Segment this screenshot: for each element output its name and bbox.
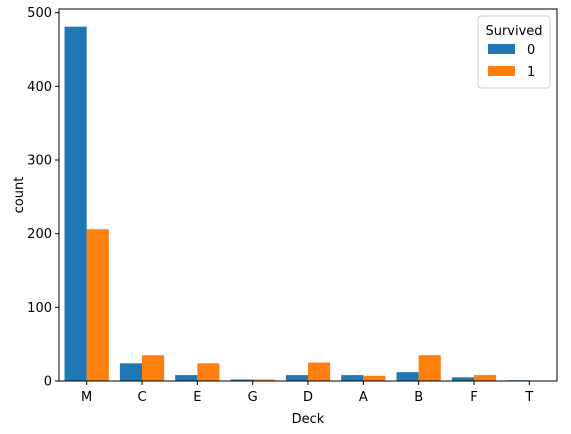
- bar-D-survived-1: [308, 362, 331, 381]
- x-tick-label: M: [81, 390, 92, 405]
- x-tick-label: G: [248, 390, 258, 405]
- y-tick-label: 400: [27, 80, 52, 95]
- x-tick-label: B: [414, 390, 423, 405]
- y-axis: 0 100 200 300 400 500: [27, 6, 59, 390]
- x-tick-label: E: [193, 390, 201, 405]
- x-tick-label: T: [524, 390, 533, 405]
- x-tick-label: C: [137, 390, 146, 405]
- bar-C-survived-1: [142, 355, 165, 381]
- bar-B-survived-1: [418, 355, 441, 381]
- y-tick-label: 200: [27, 227, 52, 242]
- x-tick-label: A: [359, 390, 368, 405]
- bar-F-survived-0: [451, 377, 474, 381]
- legend-label-1: 1: [527, 65, 535, 80]
- x-tick-label: F: [470, 390, 477, 405]
- bar-G-survived-0: [230, 379, 253, 381]
- y-tick-label: 0: [44, 375, 52, 390]
- bar-D-survived-0: [285, 375, 308, 381]
- bar-E-survived-1: [197, 363, 220, 381]
- legend-swatch-0: [488, 44, 515, 54]
- x-tick-label: D: [303, 390, 313, 405]
- bar-A-survived-1: [363, 375, 386, 381]
- y-axis-label: count: [12, 177, 27, 214]
- bar-C-survived-0: [119, 363, 142, 381]
- legend-label-0: 0: [527, 43, 535, 58]
- x-axis-label: Deck: [292, 412, 325, 427]
- y-tick-label: 100: [27, 301, 52, 316]
- legend-title: Survived: [485, 24, 542, 39]
- bar-A-survived-0: [341, 375, 364, 381]
- bar-F-survived-1: [474, 375, 497, 381]
- legend-swatch-1: [488, 66, 515, 76]
- bar-E-survived-0: [175, 375, 198, 381]
- bar-M-survived-0: [64, 26, 87, 382]
- bar-B-survived-0: [396, 372, 419, 381]
- y-tick-label: 300: [27, 154, 52, 169]
- bar-G-survived-1: [252, 379, 275, 381]
- legend: Survived 0 1: [477, 15, 551, 89]
- y-tick-label: 500: [27, 6, 52, 21]
- bars: [64, 26, 530, 382]
- bar-M-survived-1: [86, 229, 109, 381]
